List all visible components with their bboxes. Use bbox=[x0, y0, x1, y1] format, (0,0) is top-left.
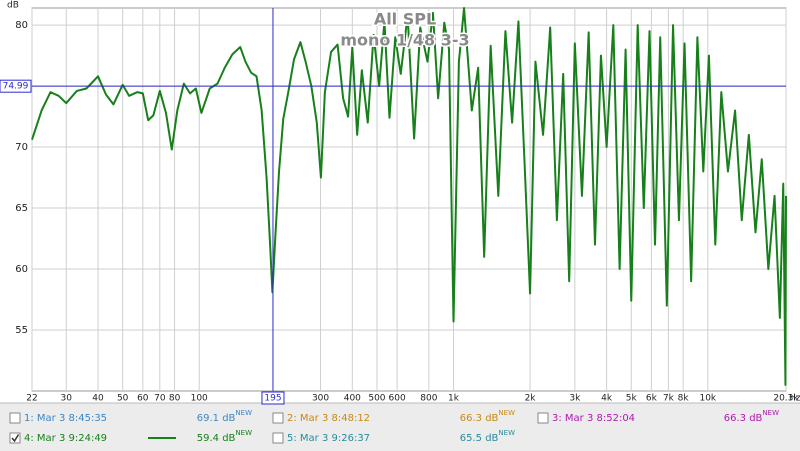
checkbox[interactable] bbox=[272, 412, 284, 424]
x-tick-label: 3k bbox=[569, 394, 581, 404]
spl-trace bbox=[31, 7, 787, 386]
cursor-y-box bbox=[0, 79, 32, 93]
measurement-label[interactable]: 4: Mar 3 9:24:49 bbox=[24, 433, 107, 444]
readout: 69.1 dB bbox=[197, 413, 236, 424]
x-tick-label: 70 bbox=[154, 394, 166, 404]
x-tick-label: 6k bbox=[646, 394, 658, 404]
measurement-label[interactable]: 2: Mar 3 8:48:12 bbox=[287, 413, 370, 424]
y-unit: dB bbox=[7, 1, 19, 11]
x-tick-label: 22 bbox=[26, 394, 37, 404]
checkbox[interactable] bbox=[272, 432, 284, 444]
y-tick-label: 60 bbox=[15, 264, 28, 275]
x-tick-label: 2k bbox=[525, 394, 537, 404]
measurement-label[interactable]: 3: Mar 3 8:52:04 bbox=[552, 413, 635, 424]
checkbox[interactable] bbox=[537, 412, 549, 424]
y-tick-label: 70 bbox=[15, 142, 28, 153]
x-tick-label: 10k bbox=[699, 394, 716, 404]
readout-badge: NEW bbox=[762, 409, 779, 417]
x-tick-label: 600 bbox=[389, 394, 406, 404]
grid bbox=[31, 8, 787, 391]
x-tick-label: 80 bbox=[169, 394, 181, 404]
x-tick-label: 60 bbox=[137, 394, 149, 404]
x-tick-label: 8k bbox=[678, 394, 690, 404]
y-tick-label: 65 bbox=[15, 203, 28, 214]
readout: 66.3 dB bbox=[460, 413, 499, 424]
cursor-x-box bbox=[261, 391, 285, 405]
readout-badge: NEW bbox=[235, 409, 252, 417]
checkbox[interactable] bbox=[9, 412, 21, 424]
readout-badge: NEW bbox=[498, 409, 515, 417]
x-tick-label: 1k bbox=[448, 394, 460, 404]
chart-subtitle: mono 1/48 3-3 bbox=[340, 31, 469, 50]
x-tick-label: 100 bbox=[191, 394, 208, 404]
readout: 59.4 dB bbox=[197, 433, 236, 444]
x-tick-label: 4k bbox=[601, 394, 613, 404]
readout-badge: NEW bbox=[498, 429, 515, 437]
x-tick-label: 40 bbox=[92, 394, 104, 404]
x-tick-label: 7k bbox=[663, 394, 675, 404]
x-tick-label: 400 bbox=[344, 394, 361, 404]
x-unit: Hz bbox=[789, 394, 800, 404]
measurement-label[interactable]: 5: Mar 3 9:26:37 bbox=[287, 433, 370, 444]
plot-layer bbox=[31, 7, 787, 386]
checkbox[interactable] bbox=[9, 432, 21, 444]
x-tick-label: 30 bbox=[61, 394, 73, 404]
readout: 66.3 dB bbox=[724, 413, 763, 424]
y-tick-label: 80 bbox=[15, 20, 28, 31]
readout-badge: NEW bbox=[235, 429, 252, 437]
x-tick-label: 800 bbox=[420, 394, 437, 404]
checkmark bbox=[11, 434, 20, 443]
readout: 65.5 dB bbox=[460, 433, 499, 444]
cursor-y-label: 74.99 bbox=[3, 82, 29, 92]
x-tick-label: 20.3k bbox=[773, 394, 799, 404]
x-tick-label: 500 bbox=[368, 394, 385, 404]
chart-title: All SPL bbox=[374, 10, 436, 29]
measurement-label[interactable]: 1: Mar 3 8:45:35 bbox=[24, 413, 107, 424]
cursor-x-label: 195 bbox=[264, 394, 281, 404]
y-tick-label: 55 bbox=[15, 325, 28, 336]
x-tick-label: 300 bbox=[312, 394, 329, 404]
x-tick-label: 50 bbox=[117, 394, 129, 404]
x-tick-label: 5k bbox=[626, 394, 638, 404]
